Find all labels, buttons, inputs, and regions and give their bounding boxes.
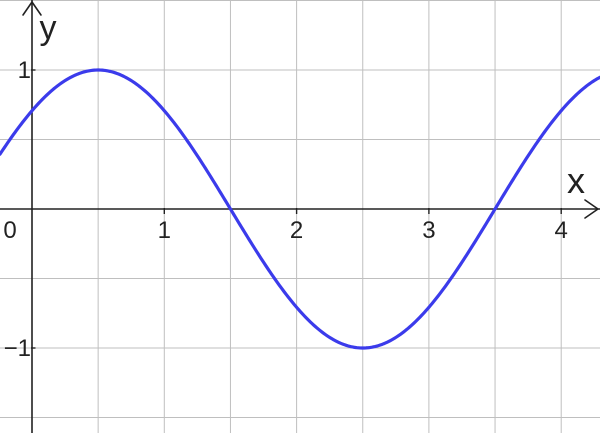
svg-text:0: 0 bbox=[3, 217, 16, 244]
svg-text:y: y bbox=[40, 9, 57, 47]
svg-text:3: 3 bbox=[422, 217, 435, 244]
svg-text:4: 4 bbox=[555, 217, 568, 244]
svg-text:x: x bbox=[567, 160, 585, 201]
svg-text:1: 1 bbox=[18, 57, 31, 84]
svg-text:1: 1 bbox=[158, 217, 171, 244]
svg-text:−1: −1 bbox=[4, 335, 31, 362]
svg-text:2: 2 bbox=[290, 217, 303, 244]
